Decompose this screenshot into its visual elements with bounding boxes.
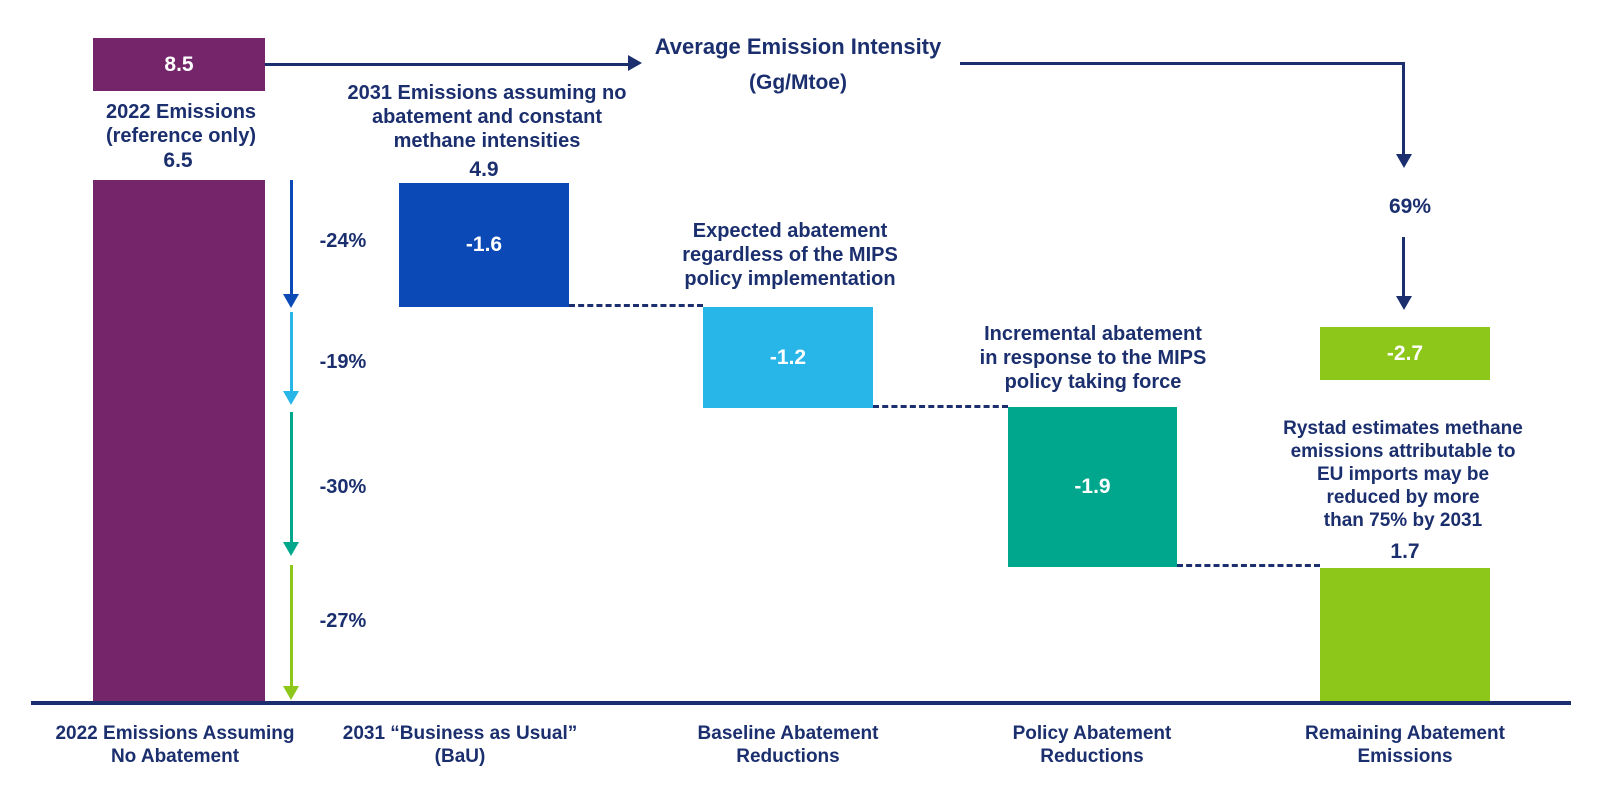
annotation-policy-abatement: Incremental abatement in response to the…	[979, 323, 1207, 393]
bar-baseline-abatement: -1.2	[703, 307, 873, 408]
bar-intensity-delta: -2.7	[1386, 341, 1424, 365]
annotation-bau: 2031 Emissions assuming no abatement and…	[347, 82, 627, 152]
value-6-5: 6.5	[163, 149, 193, 172]
bar-2031-bau-reduction: -1.6	[399, 183, 569, 307]
bar-intensity-reduction: -2.7	[1320, 327, 1490, 380]
value-1-7: 1.7	[1390, 540, 1420, 563]
axis-label-policy-abatement: Policy Abatement Reductions	[1012, 723, 1172, 767]
chart-title-line1: Average Emission Intensity	[654, 34, 942, 59]
intensity-arrow-right-line	[960, 62, 1405, 65]
intensity-arrow-left-head-icon	[628, 55, 642, 71]
axis-label-remaining-emissions: Remaining Abatement Emissions	[1305, 723, 1505, 767]
arrow-remaining-line	[290, 565, 293, 686]
percent-label-bau: -24%	[319, 230, 367, 252]
arrow-policy-line	[290, 412, 293, 542]
annotation-baseline-abatement: Expected abatement regardless of the MIP…	[682, 220, 898, 290]
label-2022-reference: 2022 Emissions (reference only)	[105, 101, 257, 147]
bar-2022-reference-value: 8.5	[164, 52, 194, 76]
connector-policy-remaining	[1177, 564, 1320, 567]
arrow-to-intensity-bar-head-icon	[1396, 296, 1412, 310]
intensity-arrow-down-head-icon	[1396, 154, 1412, 168]
axis-label-baseline-abatement: Baseline Abatement Reductions	[697, 723, 879, 767]
connector-bau-baseline	[569, 304, 703, 307]
bar-remaining-emissions	[1320, 568, 1490, 703]
arrow-to-intensity-bar-line	[1402, 237, 1405, 296]
intensity-arrow-left-line	[265, 63, 628, 66]
intensity-arrow-down-line	[1402, 62, 1405, 154]
percent-label-policy: -30%	[319, 476, 367, 498]
bar-2022-no-abatement	[93, 180, 265, 703]
arrow-policy-head-icon	[283, 542, 299, 556]
percent-label-intensity: 69%	[1388, 195, 1432, 218]
chart-title-units: (Gg/Mtoe)	[749, 71, 847, 94]
bar-policy-delta: -1.9	[1074, 475, 1111, 498]
percent-label-baseline: -19%	[319, 351, 367, 373]
bar-policy-abatement: -1.9	[1008, 407, 1177, 567]
arrow-bau-line	[290, 180, 293, 294]
percent-label-remaining: -27%	[319, 610, 367, 632]
arrow-baseline-head-icon	[283, 391, 299, 405]
arrow-baseline-line	[290, 312, 293, 391]
connector-baseline-policy	[873, 405, 1008, 408]
axis-label-2022-no-abatement: 2022 Emissions Assuming No Abatement	[55, 723, 295, 767]
arrow-remaining-head-icon	[283, 686, 299, 700]
annotation-rystad: Rystad estimates methane emissions attri…	[1283, 418, 1523, 531]
bar-2022-reference: 8.5	[93, 38, 265, 91]
arrow-bau-head-icon	[283, 294, 299, 308]
chart-title: Average Emission Intensity (Gg/Mtoe)	[598, 35, 998, 95]
value-4-9: 4.9	[469, 158, 499, 181]
axis-label-2031-bau: 2031 “Business as Usual” (BaU)	[342, 723, 578, 767]
x-axis-line	[31, 701, 1571, 705]
bar-bau-delta: -1.6	[465, 233, 503, 256]
bar-baseline-delta: -1.2	[769, 345, 807, 369]
